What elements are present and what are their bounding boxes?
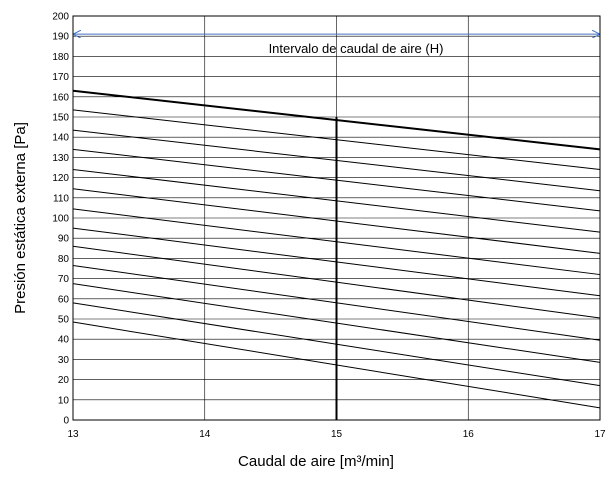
y-tick-label: 10	[58, 395, 70, 406]
annotation-layer: Intervalo de caudal de aire (H)	[74, 34, 599, 56]
y-tick-label: 20	[58, 375, 70, 386]
y-tick-label: 140	[52, 133, 69, 144]
x-tick-label: 17	[594, 429, 606, 440]
x-tick-label: 15	[331, 429, 343, 440]
y-tick-label: 90	[58, 234, 70, 245]
y-tick-label: 170	[52, 72, 69, 83]
x-tick-label: 13	[67, 429, 79, 440]
y-tick-label: 120	[52, 173, 69, 184]
y-tick-label: 160	[52, 92, 69, 103]
y-tick-label: 70	[58, 274, 70, 285]
y-tick-label: 150	[52, 113, 69, 124]
y-tick-label: 40	[58, 335, 70, 346]
x-tick-label: 16	[463, 429, 475, 440]
y-tick-label: 190	[52, 32, 69, 43]
tick-labels: 0 10 20 30 40 50 60 70 80 90 100 110 120 130 140 150 160…	[52, 12, 606, 441]
airflow-range-label: Intervalo de caudal de aire (H)	[269, 41, 444, 56]
y-tick-label: 110	[53, 193, 69, 204]
y-tick-label: 30	[58, 355, 70, 366]
y-tick-label: 0	[63, 416, 69, 427]
y-tick-label: 50	[58, 315, 70, 326]
y-tick-label: 180	[52, 52, 69, 63]
x-axis-title: Caudal de aire [m³/min]	[238, 453, 394, 470]
y-tick-label: 130	[52, 153, 69, 164]
y-tick-label: 80	[58, 254, 70, 265]
plot-area-border	[72, 15, 601, 421]
y-tick-label: 60	[58, 294, 70, 305]
x-tick-label: 14	[199, 429, 211, 440]
y-tick-label: 200	[52, 12, 69, 23]
y-tick-label: 100	[52, 214, 69, 225]
y-axis-title: Presión estática externa [Pa]	[12, 122, 29, 314]
